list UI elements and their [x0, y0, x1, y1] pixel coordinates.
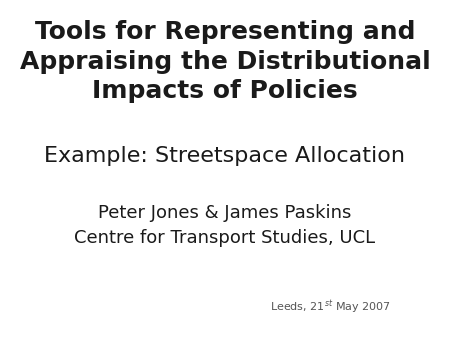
- Text: Peter Jones & James Paskins
Centre for Transport Studies, UCL: Peter Jones & James Paskins Centre for T…: [74, 204, 376, 247]
- Text: Tools for Representing and
Appraising the Distributional
Impacts of Policies: Tools for Representing and Appraising th…: [20, 20, 430, 103]
- Text: Example: Streetspace Allocation: Example: Streetspace Allocation: [45, 146, 405, 166]
- Text: Leeds, 21$^{st}$ May 2007: Leeds, 21$^{st}$ May 2007: [270, 299, 391, 316]
